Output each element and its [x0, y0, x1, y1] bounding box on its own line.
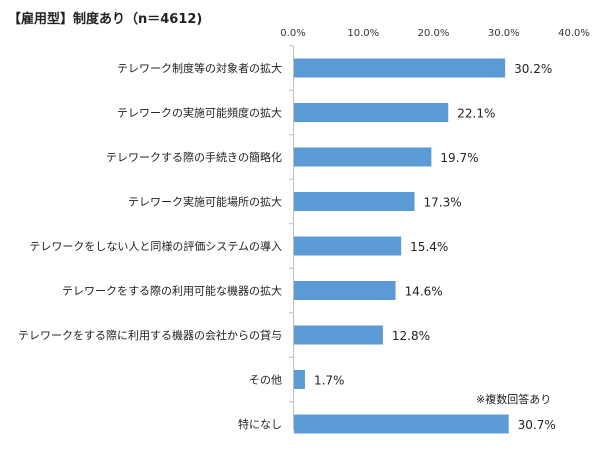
category-label: テレワーク実施可能場所の拡大: [128, 195, 282, 209]
x-tick-label: 0.0%: [280, 28, 305, 39]
bar: [294, 325, 383, 345]
bar: [294, 147, 432, 167]
data-label: 30.7%: [518, 418, 556, 432]
bar: [294, 192, 415, 211]
data-label: 30.2%: [514, 62, 552, 76]
category-label: テレワークをする際に利用する機器の会社からの貸与: [18, 328, 282, 342]
category-label: テレワーク制度等の対象者の拡大: [117, 61, 282, 75]
category-label: テレワークする際の手続きの簡略化: [106, 150, 282, 164]
bar: [294, 58, 506, 78]
data-label: 22.1%: [457, 107, 495, 121]
data-label: 15.4%: [410, 240, 448, 254]
category-label: 特になし: [238, 417, 282, 431]
bar: [294, 236, 402, 256]
chart-note: ※複数回答あり: [476, 393, 552, 406]
bar: [294, 103, 449, 122]
chart-title: 【雇用型】制度あり（n＝4612): [8, 12, 203, 27]
x-tick-label: 10.0%: [347, 28, 379, 39]
x-tick-label: 30.0%: [488, 28, 520, 39]
x-tick-label: 20.0%: [418, 28, 450, 39]
category-label: テレワークの実施可能頻度の拡大: [117, 106, 282, 120]
data-label: 1.7%: [314, 374, 345, 388]
bar: [294, 414, 509, 434]
data-label: 12.8%: [392, 329, 430, 343]
data-label: 17.3%: [424, 196, 462, 210]
data-label: 14.6%: [405, 285, 443, 299]
data-label: 19.7%: [440, 151, 478, 165]
category-label: その他: [249, 374, 282, 387]
bar: [294, 281, 396, 300]
category-label: テレワークをしない人と同様の評価システムの導入: [29, 239, 282, 253]
x-tick-label: 40.0%: [558, 28, 590, 39]
bar: [294, 370, 305, 389]
category-label: テレワークをする際の利用可能な機器の拡大: [62, 284, 282, 298]
